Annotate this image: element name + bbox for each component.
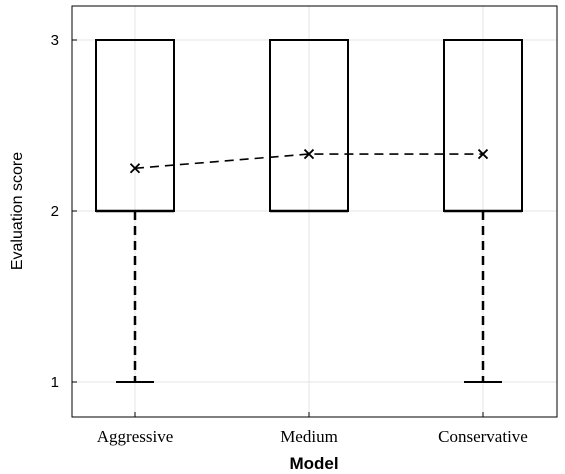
mean-marker bbox=[129, 163, 141, 174]
y-axis-ticks: 1 2 3 bbox=[51, 32, 77, 391]
x-tick-label: Conservative bbox=[438, 427, 528, 446]
boxes-layer bbox=[95, 39, 523, 383]
y-tick-label: 3 bbox=[51, 32, 59, 49]
x-axis-ticks: Aggressive Medium Conservative bbox=[97, 412, 528, 446]
mean-marker bbox=[303, 148, 315, 160]
x-tick-label: Medium bbox=[280, 427, 338, 446]
x-axis-label: Model bbox=[289, 454, 338, 473]
y-axis-label: Evaluation score bbox=[9, 152, 26, 270]
y-tick-label: 2 bbox=[51, 203, 59, 220]
mean-marker bbox=[477, 148, 489, 160]
mean-line-layer bbox=[129, 148, 489, 174]
y-tick-label: 1 bbox=[51, 374, 59, 391]
mean-connector-line bbox=[134, 153, 483, 170]
x-tick-label: Aggressive bbox=[97, 427, 173, 446]
